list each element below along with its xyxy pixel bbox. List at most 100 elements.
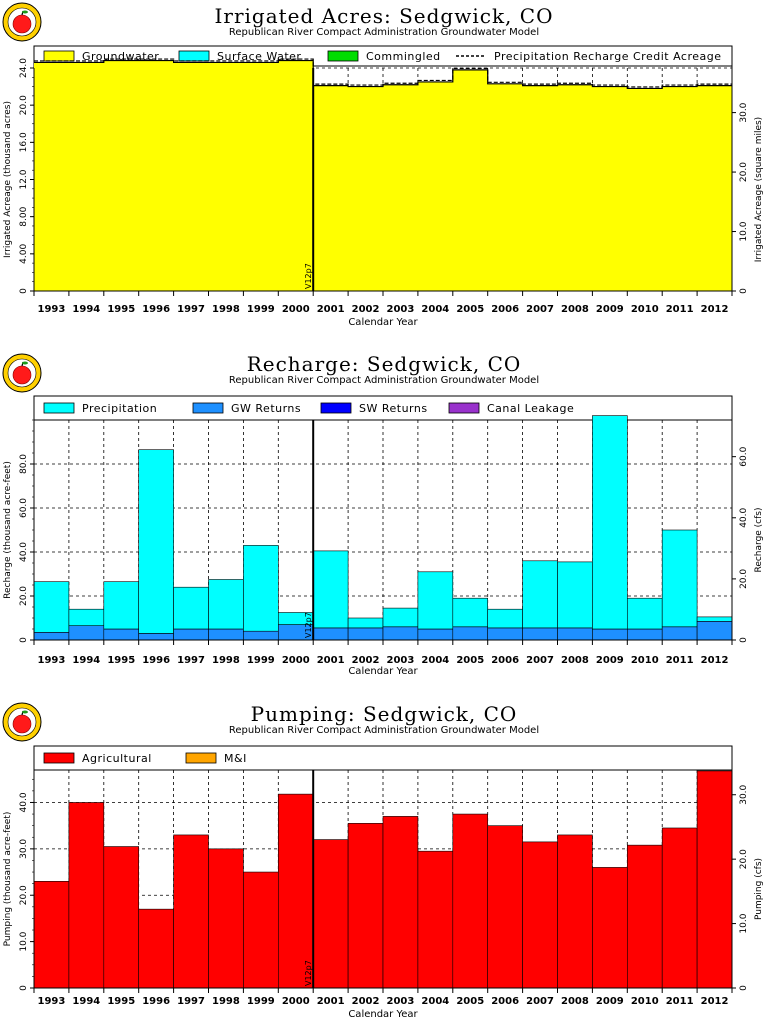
x-tick-label: 1993	[38, 996, 66, 1007]
y-axis-title-right: Pumping (cfs)	[754, 858, 764, 920]
bar	[626, 597, 663, 630]
apple-logo-icon	[2, 353, 42, 393]
marker-label: V12p7	[304, 263, 313, 289]
bar	[68, 608, 105, 626]
legend-label: Surface Water	[217, 50, 301, 63]
legend-swatch	[185, 752, 217, 764]
recharge-panel: Recharge: Sedgwick, CO Republican River …	[0, 350, 768, 690]
x-tick-label: 2004	[421, 655, 449, 666]
bar	[312, 550, 349, 629]
y-tick-label: 24.0	[19, 58, 29, 78]
x-tick-label: 2011	[666, 304, 694, 315]
y-tick-label: 20.0	[19, 95, 29, 115]
area-segment	[697, 85, 733, 291]
x-tick-label: 2010	[631, 304, 659, 315]
x-tick-label: 1997	[177, 996, 205, 1007]
chart-subtitle: Republican River Compact Administration …	[228, 725, 540, 736]
legend-label: GW Returns	[231, 402, 301, 415]
precip-credit-line	[34, 58, 732, 88]
bar	[138, 633, 174, 641]
x-tick-label: 2008	[561, 655, 589, 666]
x-axis-title: Calendar Year	[348, 317, 418, 328]
bar	[661, 827, 698, 989]
bar	[33, 581, 70, 633]
y-tick-label-right: 0	[739, 985, 749, 991]
bar	[173, 586, 209, 630]
legend-box	[33, 745, 733, 771]
x-tick-label: 2002	[352, 655, 380, 666]
y-tick-label: 16.0	[19, 132, 29, 152]
legend-label: Precipitation Recharge Credit Acreage	[494, 50, 722, 63]
x-tick-label: 1995	[107, 304, 135, 315]
x-tick-label: 1994	[72, 996, 100, 1007]
x-tick-label: 2008	[561, 996, 589, 1007]
x-tick-label: 2001	[317, 996, 345, 1007]
y-tick-label: 20.0	[19, 586, 29, 606]
irrigated-acres-chart: Groundwater Surface Water Commingled Precip…	[3, 45, 764, 328]
legend-swatch	[43, 752, 75, 764]
area-segment	[34, 62, 70, 291]
x-tick-label: 2001	[317, 655, 345, 666]
x-tick-label: 2003	[387, 996, 415, 1007]
x-tick-label: 1999	[247, 996, 275, 1007]
x-tick-label: 2001	[317, 304, 345, 315]
bar	[173, 628, 209, 641]
x-tick-label: 2012	[701, 996, 729, 1007]
y-tick-label: 0	[19, 288, 29, 294]
area-segment	[557, 84, 593, 291]
bar	[522, 560, 558, 629]
marker-label: V12p7	[304, 960, 313, 986]
bar	[33, 632, 70, 641]
y-tick-label: 80.0	[19, 454, 29, 474]
area-segment	[592, 86, 628, 291]
x-tick-label: 2010	[631, 996, 659, 1007]
bar	[347, 627, 384, 641]
chart-title: Irrigated Acres: Sedgwick, CO	[214, 4, 554, 28]
legend-swatch	[448, 402, 480, 414]
x-tick-label: 2000	[282, 304, 310, 315]
x-tick-label: 1996	[142, 304, 170, 315]
y-tick-label: 60.0	[19, 498, 29, 518]
bar	[33, 881, 70, 989]
bar	[557, 561, 593, 629]
bar	[696, 621, 733, 641]
bar	[592, 628, 628, 641]
x-tick-label: 1996	[142, 655, 170, 666]
bar	[661, 529, 698, 628]
area-segment	[348, 86, 384, 291]
chart-title: Recharge: Sedgwick, CO	[246, 352, 522, 376]
y-axis-title-right: Recharge (cfs)	[754, 507, 764, 572]
bar	[103, 581, 140, 630]
area-segment	[103, 60, 140, 291]
apple-logo-icon	[2, 2, 42, 42]
x-tick-label: 2005	[456, 655, 484, 666]
area-segment	[417, 81, 454, 291]
bar	[243, 630, 279, 641]
irrigated-acres-panel: Irrigated Acres: Sedgwick, CO Republican…	[0, 0, 768, 340]
bar	[173, 834, 209, 989]
x-tick-label: 1999	[247, 304, 275, 315]
y-tick-label: 20.0	[19, 885, 29, 905]
bar	[312, 839, 349, 989]
legend-swatch	[320, 402, 352, 414]
bar	[557, 834, 593, 989]
legend-swatch	[43, 50, 75, 62]
legend-label: Agricultural	[82, 752, 152, 765]
bar	[626, 844, 663, 989]
area-segment	[452, 69, 489, 291]
bar	[557, 627, 593, 641]
x-tick-label: 2009	[596, 655, 624, 666]
y-tick-label-right: 30.0	[739, 784, 749, 804]
bar	[417, 628, 454, 641]
x-tick-label: 2004	[421, 304, 449, 315]
area-segment	[662, 86, 698, 291]
y-tick-label-right: 0	[739, 637, 749, 643]
y-tick-label-right: 0	[739, 288, 749, 294]
y-tick-label: 0	[19, 985, 29, 991]
bar	[382, 816, 419, 989]
legend-label: Commingled	[366, 50, 441, 63]
bar	[487, 825, 523, 989]
x-tick-label: 2012	[701, 655, 729, 666]
x-tick-label: 1997	[177, 304, 205, 315]
bar	[208, 628, 244, 641]
